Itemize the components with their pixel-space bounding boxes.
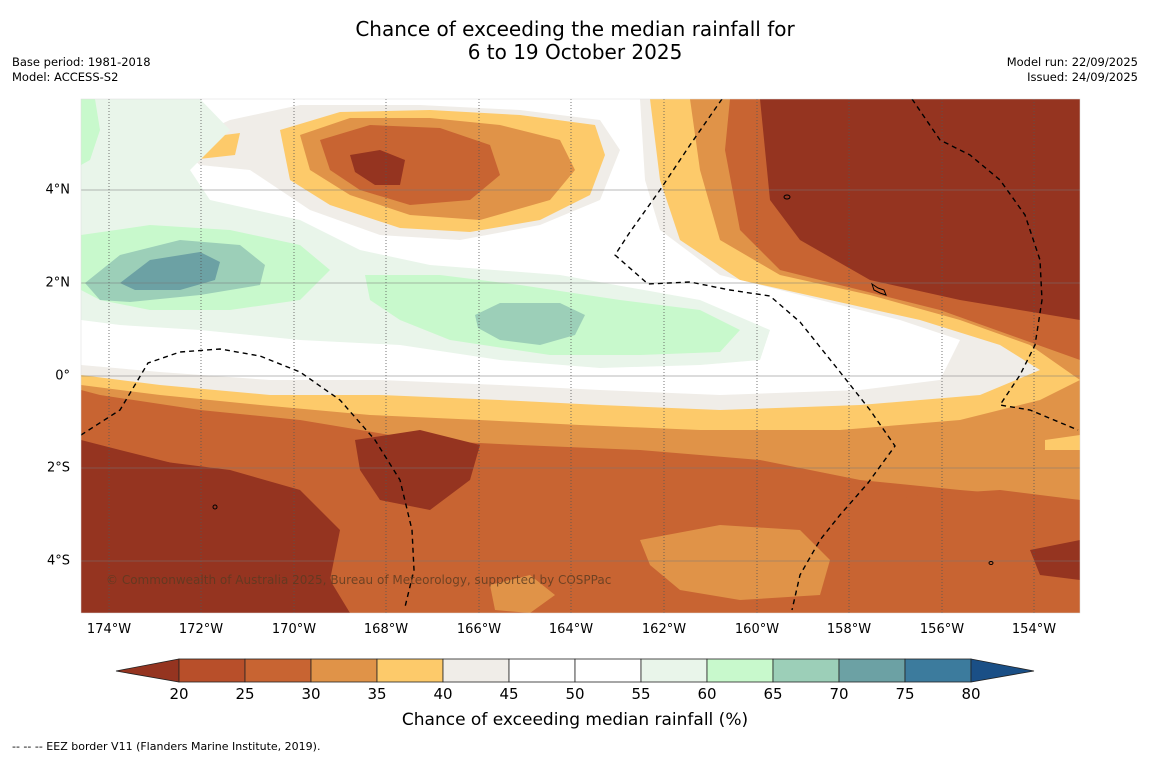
- colorbar-tick-55: 55: [631, 685, 651, 703]
- contour-south-20: [81, 460, 350, 613]
- colorbar-swatch-40-45: [442, 658, 510, 683]
- colorbar-tick-65: 65: [763, 685, 783, 703]
- contour-central-70: [475, 303, 585, 345]
- colorbar-tick-25: 25: [235, 685, 255, 703]
- colorbar-swatch-65-70: [772, 658, 840, 683]
- lon-label-160w: 160°W: [734, 622, 780, 637]
- eez-footnote: -- -- -- EEZ border V11 (Flanders Marine…: [12, 740, 321, 753]
- rainfall-map: [81, 99, 1080, 613]
- colorbar-tick-35: 35: [367, 685, 387, 703]
- eez-borders: [81, 99, 1079, 611]
- colorbar-tick-80: 80: [961, 685, 981, 703]
- contour-north-20: [350, 150, 405, 185]
- colorbar-tick-40: 40: [433, 685, 453, 703]
- colorbar-tick-30: 30: [301, 685, 321, 703]
- contour-west-75: [120, 252, 220, 290]
- colorbar-swatch-50-55: [574, 658, 642, 683]
- meta-right: Model run: 22/09/2025 Issued: 24/09/2025: [1007, 55, 1138, 85]
- contour-se-30: [640, 525, 830, 600]
- copyright-notice: © Commonwealth of Australia 2025, Bureau…: [106, 573, 612, 587]
- lon-label-172w: 172°W: [178, 622, 224, 637]
- colorbar-tick-45: 45: [499, 685, 519, 703]
- colorbar: [115, 658, 1035, 683]
- map-frame: [80, 98, 1081, 614]
- colorbar-swatch-30-35: [310, 658, 378, 683]
- colorbar-swatch-75-80: [904, 658, 972, 683]
- colorbar-low-arrow: [115, 658, 180, 683]
- lon-label-162w: 162°W: [641, 622, 687, 637]
- colorbar-swatch-25-30: [244, 658, 312, 683]
- colorbar-tick-70: 70: [829, 685, 849, 703]
- map-title: Chance of exceeding the median rainfall …: [0, 18, 1150, 64]
- contour-nw-65: [81, 99, 100, 165]
- colorbar-title: Chance of exceeding median rainfall (%): [401, 710, 749, 730]
- contour-se-25: [840, 490, 1080, 575]
- lat-label-2n: 2°N: [45, 275, 71, 291]
- lon-label-166w: 166°W: [456, 622, 502, 637]
- colorbar-tick-75: 75: [895, 685, 915, 703]
- lat-label-2s: 2°S: [46, 460, 70, 476]
- model-run: Model run: 22/09/2025: [1006, 55, 1138, 69]
- colorbar-tick-50: 50: [565, 685, 585, 703]
- lat-label-4n: 4°N: [45, 182, 71, 198]
- islands: [212, 194, 994, 565]
- colorbar-tick-20: 20: [169, 685, 189, 703]
- colorbar-tick-60: 60: [697, 685, 717, 703]
- colorbar-high-arrow: [970, 658, 1035, 683]
- contour-se-20: [1030, 540, 1080, 580]
- graticule-parallels: [81, 189, 1080, 562]
- lon-label-164w: 164°W: [548, 622, 594, 637]
- lon-label-168w: 168°W: [363, 622, 409, 637]
- contour-e-35: [1045, 435, 1080, 450]
- colorbar-swatch-70-75: [838, 658, 906, 683]
- lat-label-0: 0°: [55, 368, 70, 384]
- colorbar-swatch-55-60: [640, 658, 708, 683]
- colorbar-swatch-35-40: [376, 658, 444, 683]
- lat-label-4s: 4°S: [46, 553, 70, 569]
- colorbar-swatch-20-25: [178, 658, 246, 683]
- title-line-2: 6 to 19 October 2025: [467, 40, 683, 64]
- colorbar-swatch-45-50: [508, 658, 576, 683]
- contour-north-25: [320, 125, 500, 205]
- model-name: Model: ACCESS-S2: [12, 70, 119, 84]
- lon-label-154w: 154°W: [1011, 622, 1057, 637]
- lon-label-174w: 174°W: [86, 622, 132, 637]
- issued-date: Issued: 24/09/2025: [1027, 70, 1138, 84]
- meta-left: Base period: 1981-2018 Model: ACCESS-S2: [12, 55, 151, 85]
- contour-sc-35: [490, 575, 555, 613]
- colorbar-swatch-60-65: [706, 658, 774, 683]
- lon-label-170w: 170°W: [271, 622, 317, 637]
- title-line-1: Chance of exceeding the median rainfall …: [355, 17, 795, 41]
- base-period: Base period: 1981-2018: [12, 55, 151, 69]
- lon-label-158w: 158°W: [826, 622, 872, 637]
- lon-label-156w: 156°W: [919, 622, 965, 637]
